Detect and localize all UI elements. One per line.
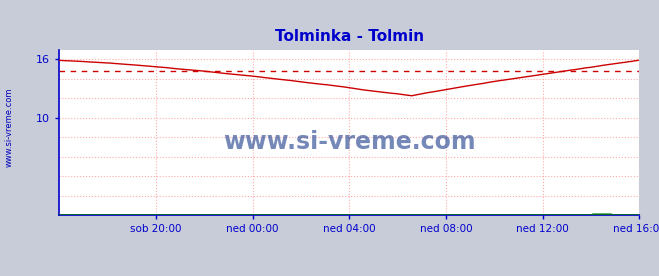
- Text: www.si-vreme.com: www.si-vreme.com: [223, 131, 476, 154]
- Title: Tolminka - Tolmin: Tolminka - Tolmin: [275, 29, 424, 44]
- Text: www.si-vreme.com: www.si-vreme.com: [5, 87, 14, 167]
